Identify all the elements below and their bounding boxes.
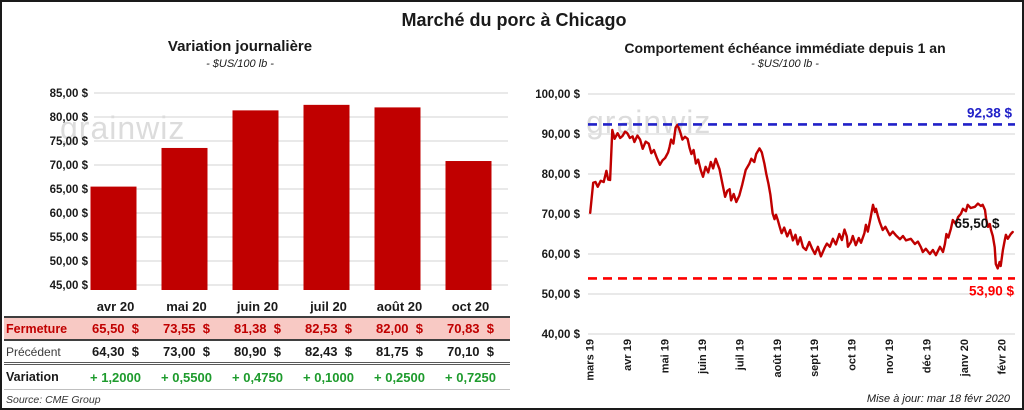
month-header-cell: mai 20	[166, 298, 207, 314]
x-tick-label: nov 19	[884, 339, 896, 374]
y-tick-label: 60,00 $	[542, 249, 581, 261]
close-value-cell: 70,83 $	[447, 321, 494, 336]
close-value-cell: 81,38 $	[234, 321, 281, 336]
change-value-cell: + 0,4750	[232, 369, 283, 385]
source-note: Source: CME Group	[6, 394, 101, 406]
bar	[303, 104, 350, 290]
line-chart: 40,00 $ 50,00 $ 60,00 $ 70,00 $ 80,00 $ 90,00…	[535, 89, 1015, 381]
x-tick-label: déc 19	[922, 339, 934, 373]
bar-chart: 45,00 $ 50,00 $ 55,00 $ 60,00 $ 65,00 $ 70,00…	[50, 88, 508, 292]
month-header-cell: juin 20	[236, 298, 279, 314]
month-header-cell: juil 20	[310, 298, 347, 314]
y-tick-label: 80,00 $	[50, 112, 89, 124]
month-header-cell: avr 20	[96, 298, 135, 314]
low-ref-label: 53,90 $	[969, 283, 1015, 298]
change-value-cell: + 0,1000	[303, 369, 354, 385]
x-tick-label: avr 19	[622, 339, 634, 371]
table-header-row: avr 20 mai 20 juin 20 juil 20 août 20 oct 20	[4, 294, 510, 316]
page-title: Marché du porc à Chicago	[401, 10, 627, 30]
change-value-cell: + 0,2500	[374, 369, 425, 385]
y-tick-label: 60,00 $	[50, 208, 89, 220]
y-tick-label: 85,00 $	[50, 88, 89, 100]
y-tick-label: 100,00 $	[535, 89, 580, 101]
change-value-cell: + 0,5500	[161, 369, 212, 385]
month-header-cell: oct 20	[451, 298, 490, 314]
line-chart-title: Comportement échéance immédiate depuis 1…	[624, 40, 946, 56]
y-tick-label: 65,00 $	[50, 184, 89, 196]
previous-row-label: Précédent	[6, 344, 61, 359]
y-tick-label: 75,00 $	[50, 136, 89, 148]
table-row-previous: Précédent 64,30 $ 73,00 $ 80,90 $ 82,43 $ 81…	[4, 341, 510, 365]
x-tick-label: févr 20	[996, 339, 1008, 374]
price-line-series	[588, 123, 1014, 270]
x-tick-label: sept 19	[809, 339, 821, 377]
y-tick-label: 40,00 $	[542, 329, 581, 341]
x-tick-label: oct 19	[847, 339, 859, 371]
previous-value-cell: 82,43 $	[305, 344, 352, 359]
x-tick-label: août 19	[772, 339, 784, 378]
y-tick-label: 55,00 $	[50, 232, 89, 244]
update-note: Mise à jour: mar 18 févr 2020	[866, 393, 1010, 405]
x-tick-label: mars 19	[585, 339, 597, 381]
y-tick-label: 80,00 $	[542, 169, 581, 181]
change-value-cell: + 1,2000	[90, 369, 141, 385]
close-row-label: Fermeture	[6, 321, 68, 336]
last-value-label: 65,50 $	[954, 216, 1000, 231]
previous-value-cell: 73,00 $	[163, 344, 210, 359]
y-tick-label: 90,00 $	[542, 129, 581, 141]
x-tick-label: janv 20	[959, 339, 971, 377]
bar	[90, 186, 137, 290]
table-row-change: Variation + 1,2000 + 0,5500 + 0,4750 + 0,10…	[4, 365, 510, 390]
previous-value-cell: 80,90 $	[234, 344, 281, 359]
change-value-cell: + 0,7250	[445, 369, 496, 385]
line-chart-subtitle: - $US/100 lb -	[751, 58, 819, 70]
x-tick-label: juin 19	[697, 339, 709, 375]
close-value-cell: 65,50 $	[92, 321, 139, 336]
price-table: avr 20 mai 20 juin 20 juil 20 août 20 oct 20 …	[4, 294, 510, 390]
previous-value-cell: 64,30 $	[92, 344, 139, 359]
previous-value-cell: 70,10 $	[447, 344, 494, 359]
close-value-cell: 73,55 $	[163, 321, 210, 336]
change-row-label: Variation	[6, 370, 59, 384]
y-tick-label: 50,00 $	[50, 256, 89, 268]
bar-chart-subtitle: - $US/100 lb -	[206, 58, 274, 70]
table-row-close: Fermeture 65,50 $ 73,55 $ 81,38 $ 82,53 $ 82…	[4, 316, 510, 341]
bar	[445, 161, 492, 290]
x-tick-label: juil 19	[734, 339, 746, 371]
close-value-cell: 82,53 $	[305, 321, 352, 336]
bar-chart-title: Variation journalière	[167, 38, 313, 55]
month-header-cell: août 20	[376, 298, 423, 314]
bar	[232, 110, 279, 290]
x-tick-label: mai 19	[659, 339, 671, 373]
high-ref-label: 92,38 $	[967, 105, 1013, 120]
bar	[374, 107, 421, 291]
previous-value-cell: 81,75 $	[376, 344, 423, 359]
y-tick-label: 70,00 $	[542, 209, 581, 221]
bar	[161, 147, 208, 290]
y-tick-label: 45,00 $	[50, 280, 89, 292]
close-value-cell: 82,00 $	[376, 321, 423, 336]
y-tick-label: 70,00 $	[50, 160, 89, 172]
y-tick-label: 50,00 $	[542, 289, 581, 301]
